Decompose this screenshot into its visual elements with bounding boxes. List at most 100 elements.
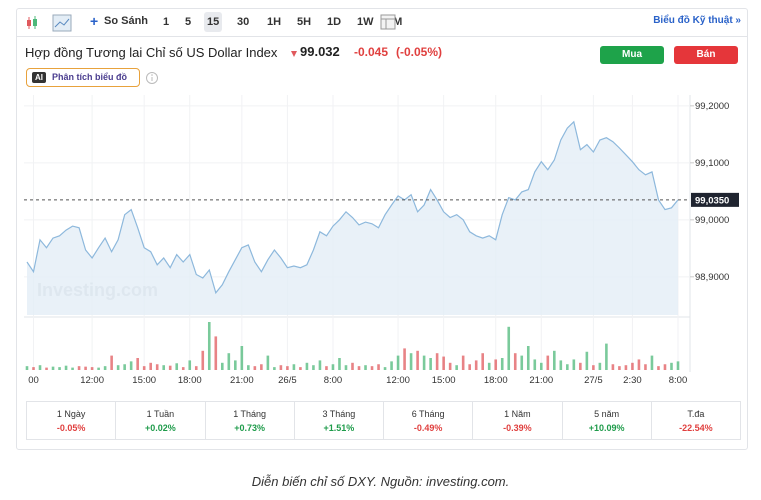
- interval-button[interactable]: 1H: [267, 16, 282, 28]
- period-change: -22.54%: [679, 423, 713, 433]
- volume-bar: [442, 356, 445, 370]
- volume-bar: [637, 359, 641, 370]
- volume-bar: [299, 367, 302, 370]
- x-tick-label: 12:00: [80, 375, 104, 386]
- last-price-box: [691, 192, 739, 207]
- interval-button[interactable]: 30: [237, 16, 250, 28]
- performance-cell: 3 Tháng +1.51%: [293, 401, 384, 440]
- volume-bar: [663, 364, 667, 370]
- volume-bar: [644, 364, 647, 370]
- volume-bar: [331, 364, 335, 370]
- performance-cell: 1 Tuần +0.02%: [115, 401, 206, 440]
- x-tick-label: 26/5: [278, 375, 297, 386]
- y-tick-label: 99,1000: [695, 158, 729, 169]
- volume-bar: [77, 366, 81, 370]
- period-change: -0.05%: [56, 423, 86, 433]
- volume-bar: [520, 355, 524, 370]
- x-tick-label: 15:00: [432, 375, 456, 386]
- volume-bar: [461, 355, 465, 370]
- chart-style-icons[interactable]: [25, 14, 85, 32]
- buy-button[interactable]: Mua: [600, 46, 664, 64]
- info-icon[interactable]: [145, 71, 159, 85]
- volume-bar: [116, 365, 120, 370]
- volume-bar: [25, 366, 29, 370]
- volume-bar: [168, 365, 172, 370]
- table-icon[interactable]: [380, 14, 396, 30]
- sell-button[interactable]: Bán: [674, 46, 738, 64]
- volume-bar: [136, 358, 139, 370]
- x-tick-label: 21:00: [230, 375, 254, 386]
- last-price-label: 99,0350: [695, 195, 729, 206]
- x-tick-label: 27/5: [584, 375, 603, 386]
- volume-bar: [253, 366, 257, 370]
- volume-bar: [448, 362, 452, 370]
- interval-button[interactable]: 15: [204, 12, 223, 32]
- volume-bar: [364, 365, 367, 370]
- x-tick-label: 00: [28, 375, 39, 386]
- technical-link[interactable]: Biểu đồ Kỹ thuật »: [653, 15, 741, 26]
- plus-icon: +: [90, 13, 99, 29]
- price-line: [26, 120, 679, 295]
- volume-bar: [123, 364, 126, 370]
- volume-bar: [64, 365, 68, 370]
- volume-bar: [631, 362, 634, 370]
- volume-bar: [546, 355, 550, 370]
- performance-cell: 6 Tháng -0.49%: [383, 401, 474, 440]
- period-label: 1 Tuần: [146, 409, 175, 419]
- volume-bar: [103, 366, 107, 370]
- volume-bar: [142, 366, 146, 370]
- volume-bar: [201, 350, 205, 370]
- volume-bar: [266, 355, 270, 370]
- volume-bar: [149, 362, 152, 370]
- ai-badge: AI: [32, 72, 46, 83]
- volume-bar: [279, 365, 283, 370]
- volume-bar: [539, 362, 543, 370]
- interval-button[interactable]: 5H: [297, 16, 312, 28]
- interval-button[interactable]: 1: [163, 16, 170, 28]
- volume-bar: [559, 360, 563, 370]
- volume-bar: [351, 362, 354, 370]
- volume-bar: [194, 366, 198, 370]
- volume-bar: [227, 353, 231, 370]
- interval-button[interactable]: 5: [185, 16, 192, 28]
- volume-bar: [585, 351, 589, 370]
- compare-button[interactable]: So Sánh: [104, 15, 149, 27]
- down-arrow: [291, 51, 297, 57]
- volume-bar: [377, 364, 380, 370]
- volume-bar: [273, 367, 276, 370]
- volume-bar: [618, 366, 621, 370]
- volume-bar: [403, 348, 406, 370]
- volume-bar: [221, 362, 224, 370]
- volume-bar: [507, 326, 511, 370]
- volume-bar: [45, 367, 48, 370]
- performance-cell: 1 Tháng +0.73%: [204, 401, 295, 440]
- volume-bar: [513, 353, 517, 370]
- x-tick-label: 15:00: [132, 375, 156, 386]
- volume-bar: [97, 367, 100, 370]
- volume-bar: [312, 365, 315, 370]
- divider: [16, 36, 748, 37]
- x-tick-label: 18:00: [484, 375, 508, 386]
- volume-bar: [234, 360, 237, 370]
- interval-button[interactable]: 1D: [327, 16, 342, 28]
- volume-bar: [214, 336, 218, 370]
- y-tick-label: 99,0000: [695, 215, 729, 226]
- period-label: 5 năm: [594, 409, 620, 419]
- volume-bar: [155, 364, 159, 370]
- volume-bar: [624, 365, 628, 370]
- volume-bar: [592, 365, 595, 370]
- volume-bar: [90, 367, 94, 370]
- volume-bar: [325, 366, 328, 370]
- period-change: -0.49%: [413, 423, 443, 433]
- volume-bar: [338, 358, 341, 370]
- volume-bar: [344, 365, 348, 370]
- period-change: +0.73%: [234, 423, 266, 433]
- volume-bar: [286, 366, 289, 370]
- volume-bar: [58, 367, 61, 370]
- interval-button[interactable]: 1W: [357, 16, 374, 28]
- analysis-button[interactable]: [26, 68, 140, 87]
- volume-bar: [416, 350, 419, 370]
- volume-bar: [455, 365, 458, 370]
- volume-bar: [572, 359, 576, 370]
- x-tick-label: 18:00: [178, 375, 202, 386]
